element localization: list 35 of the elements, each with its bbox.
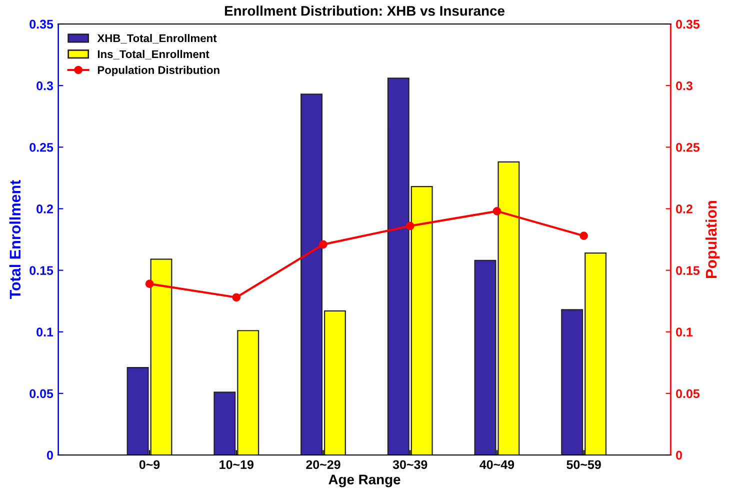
point [232, 293, 241, 302]
y-tick-label: 0.05 [30, 389, 54, 398]
x-tick-label: 20~29 [306, 460, 340, 470]
y2-tick-label: 0.3 [676, 81, 692, 90]
x-tick-label: 40~49 [480, 460, 514, 470]
point [492, 207, 502, 216]
chart-title: Enrollment Distribution: XHB vs Insurance [224, 6, 504, 16]
y-tick-label: 0.25 [30, 142, 54, 152]
y2-tick-label: 0.2 [676, 204, 692, 214]
x-tick-label: 50~59 [566, 460, 601, 470]
y-tick-label: 0.1 [36, 328, 54, 337]
x-tick-label: 30~39 [392, 460, 428, 470]
y-tick-label: 0.3 [36, 81, 54, 90]
legend-label: XHB_Total_Enrollment [97, 34, 217, 44]
x-axis-title: Age Range [328, 474, 400, 488]
y-axis-title: Total Enrollment [9, 180, 21, 300]
y2-tick-label: 0 [676, 450, 682, 460]
y-tick-label: 0.35 [30, 20, 54, 29]
y2-tick-label: 0.05 [676, 389, 700, 398]
y2-tick-label: 0.1 [676, 328, 693, 337]
y2-tick-label: 0.25 [676, 142, 700, 152]
point [580, 232, 588, 240]
y-tick-label: 0.15 [30, 266, 54, 275]
y2-tick-label: 0.15 [676, 266, 700, 275]
x-tick-label: 0~9 [139, 460, 160, 470]
point [319, 240, 328, 249]
legend-label: Ins_Total_Enrollment [98, 50, 210, 60]
y-tick-label: 0.2 [36, 204, 53, 214]
point [145, 280, 154, 288]
legend-label: Population Distribution [98, 66, 220, 76]
y2-axis-title: Population [705, 200, 720, 278]
x-tick-label: 10~19 [220, 460, 254, 470]
y-tick-label: 0 [47, 450, 53, 460]
y2-tick-label: 0.35 [676, 20, 700, 29]
point [406, 222, 414, 230]
